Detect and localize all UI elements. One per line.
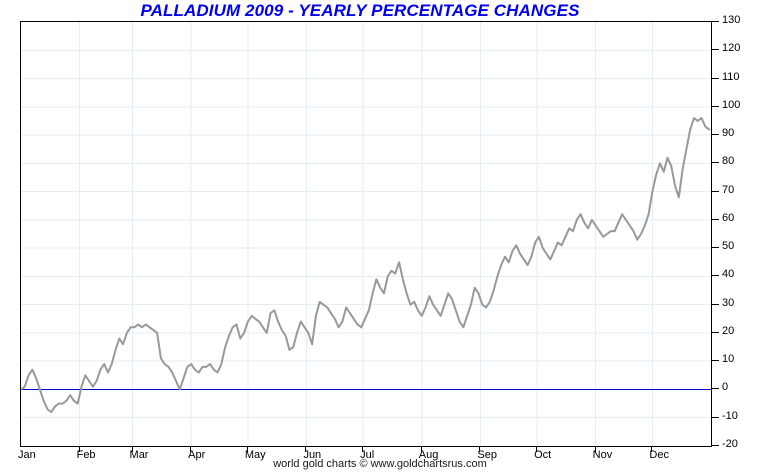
y-axis-tick-label: 110: [722, 70, 740, 83]
y-axis-tick-mark: [711, 360, 719, 362]
x-axis-tick-mark: [479, 446, 481, 452]
x-axis-tick-mark: [131, 446, 133, 452]
y-axis-tick-label: 120: [722, 42, 741, 55]
x-axis-tick-label: Jan: [18, 449, 36, 461]
x-axis-tick-label: Jun: [303, 449, 322, 461]
y-axis-tick-label: 10: [722, 353, 735, 366]
y-axis-tick-mark: [711, 275, 719, 277]
y-axis-tick-label: 40: [722, 268, 735, 281]
x-axis-tick-mark: [190, 446, 192, 452]
y-axis-tick-mark: [711, 445, 719, 446]
y-axis-tick-mark: [711, 218, 719, 220]
x-axis-tick-label: Jul: [360, 449, 375, 461]
y-axis-tick-label: 30: [722, 296, 735, 309]
y-axis-tick-mark: [711, 331, 719, 333]
x-axis-tick-mark: [420, 446, 422, 452]
y-axis-tick-mark: [711, 162, 719, 164]
y-axis-tick-label: 130: [722, 14, 741, 26]
data-series-line: [21, 117, 711, 414]
x-axis-tick-mark: [362, 446, 364, 452]
x-axis-tick-mark: [305, 446, 307, 452]
y-axis-tick-label: -20: [722, 438, 738, 450]
x-axis-tick-mark: [594, 446, 596, 452]
x-axis-tick-label: Apr: [188, 449, 206, 461]
x-axis-tick-label: Feb: [76, 449, 96, 461]
chart-title: PALLADIUM 2009 - YEARLY PERCENTAGE CHANG…: [140, 1, 580, 20]
y-axis-tick-mark: [711, 303, 719, 305]
chart-footer-attribution: world gold charts © www.goldchartsrus.co…: [273, 458, 487, 470]
x-axis-tick-label: Nov: [592, 449, 613, 461]
y-axis-tick-label: 70: [722, 183, 735, 196]
x-axis-tick-mark: [536, 446, 538, 452]
y-axis-tick-mark: [711, 21, 719, 22]
y-axis-tick-mark: [711, 416, 719, 418]
x-axis-tick-mark: [651, 446, 653, 452]
chart-plot-svg: [21, 22, 711, 446]
x-axis-tick-label: Aug: [418, 449, 439, 461]
x-axis-tick-label: Dec: [649, 449, 669, 461]
y-axis-tick-label: 20: [722, 324, 735, 337]
x-axis-tick-label: Sep: [477, 449, 497, 461]
y-axis-tick-mark: [711, 77, 719, 79]
y-axis-tick-label: 80: [722, 155, 735, 168]
x-axis-tick-mark: [78, 446, 80, 452]
y-axis-tick-mark: [711, 388, 719, 390]
y-axis-tick-mark: [711, 247, 719, 249]
x-axis-tick-label: May: [244, 449, 266, 461]
y-axis-tick-label: 100: [722, 98, 741, 111]
y-axis-tick-label: 50: [722, 240, 735, 253]
gridlines: [21, 22, 711, 446]
y-axis-tick-label: -10: [722, 409, 738, 422]
y-axis-tick-mark: [711, 105, 719, 107]
x-axis-tick-mark: [246, 446, 248, 452]
x-axis-tick-label: Mar: [129, 449, 149, 461]
y-axis-tick-mark: [711, 134, 719, 136]
y-axis-tick-label: 60: [722, 211, 735, 224]
y-axis-tick-mark: [711, 49, 719, 51]
y-axis-tick-mark: [711, 190, 719, 192]
x-axis-tick-label: Oct: [534, 449, 552, 461]
y-axis-tick-label: 0: [722, 381, 729, 394]
plot-area: [20, 21, 712, 447]
y-axis-tick-label: 90: [722, 127, 735, 140]
